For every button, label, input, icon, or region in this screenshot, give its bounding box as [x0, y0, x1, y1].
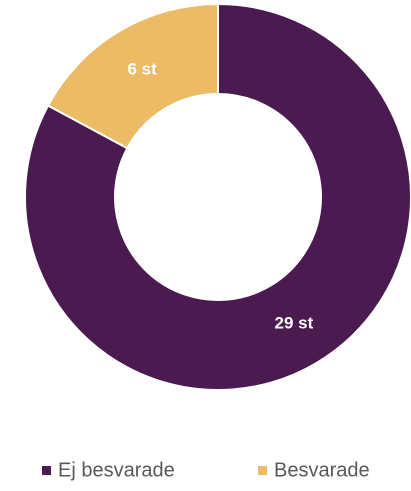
legend-label: Besvarade: [274, 459, 370, 481]
donut-slice: [46, 2, 219, 150]
value-label: 6 st: [127, 59, 157, 78]
value-label: 29 st: [275, 314, 314, 333]
legend-swatch: [258, 466, 267, 475]
legend-swatch: [42, 466, 51, 475]
legend-label: Ej besvarade: [58, 459, 175, 481]
